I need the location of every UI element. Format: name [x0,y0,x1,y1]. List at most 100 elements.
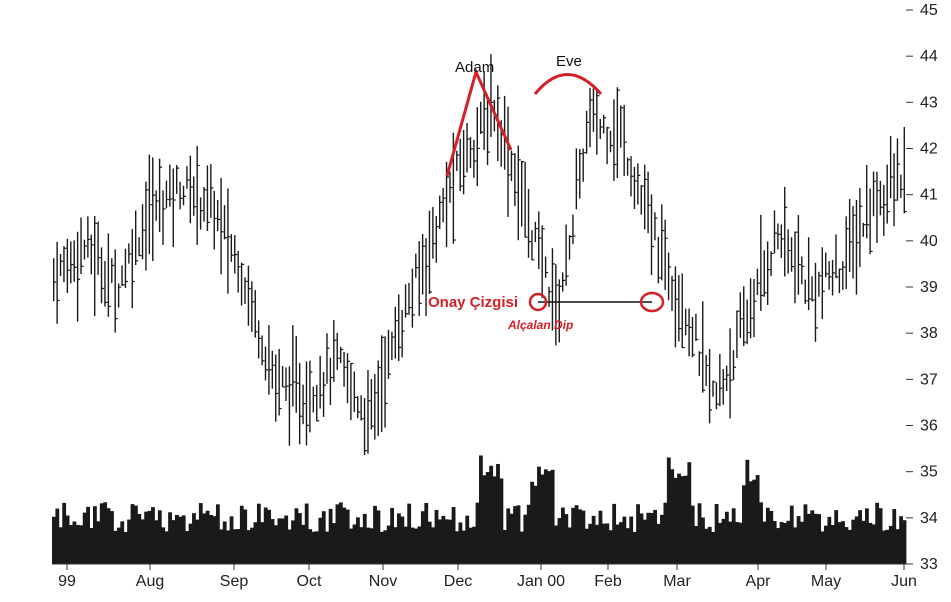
volume-bar [420,511,425,564]
y-tick-label: 44 [920,48,938,65]
volume-bar [294,508,299,564]
volume-bar [683,475,688,564]
volume-bar [400,516,405,564]
volume-bar [383,530,388,564]
confirmation-line-label: Onay Çizgisi [428,294,518,311]
x-tick-label: Jan 00 [517,573,565,590]
head-marker-line [445,67,513,177]
volume-bar [304,503,309,564]
volume-bar [786,520,791,564]
volume-bar [325,531,330,564]
volume-bar [369,528,374,564]
volume-bar [762,521,767,564]
eve-arc [533,73,603,95]
price-bars [53,54,907,456]
y-tick-label: 33 [920,556,938,573]
y-tick-label: 36 [920,418,938,435]
volume-bar [533,485,538,564]
volume-bar [246,530,251,564]
y-tick-label: 34 [920,510,938,527]
volume-bar [601,523,606,564]
x-tick-label: Sep [220,573,249,590]
volume-bar [810,510,815,564]
volume-bar [707,526,712,564]
volume-bar [219,529,224,564]
volume-bar [250,527,254,564]
volume-bar [222,521,227,564]
volume-bar [332,523,336,564]
volume-bar [772,521,777,564]
volume-bar [92,506,97,564]
volume-bar [550,469,555,564]
y-tick-label: 42 [920,141,938,158]
volume-bar [188,523,193,564]
volume-bar [663,502,668,564]
volume-bar [690,505,695,564]
volume-bar [89,528,94,564]
volume-bar [215,504,220,564]
y-tick-label: 38 [920,325,938,342]
volume-bar [284,515,289,564]
x-tick-label: Dec [444,573,472,590]
x-tick-label: May [811,573,841,590]
volume-bar [55,508,60,564]
volume-bar [560,507,565,564]
volume-bar [274,525,278,564]
volume-bar [479,455,483,564]
volume-bar [99,503,104,564]
x-tick-label: 99 [58,573,76,590]
volume-bar [499,478,504,564]
volume-bar [62,502,67,564]
volume-bar [817,514,821,564]
volume-bar [735,522,740,564]
volume-bar [485,472,490,564]
volume-bar [174,514,179,564]
volume-bar [567,527,572,564]
volume-bar [506,508,511,564]
volume-bar [793,527,798,564]
volume-bar [461,530,466,564]
volume-bar [390,507,394,564]
volume-bar [882,530,886,564]
volume-bar [198,503,203,564]
volume-bar [79,525,84,564]
volume-bar [127,519,131,564]
volume-bar [779,522,784,564]
volume-bar [379,531,384,564]
volume-bar [865,508,869,564]
volume-bar [465,515,470,564]
volume-bar [680,476,685,564]
volume-bar [427,521,432,564]
x-tick-label: Apr [746,573,772,590]
head-label: Adam [455,59,494,76]
volume-bar [226,530,231,564]
volume-bar [878,508,883,564]
volume-bar [116,527,121,564]
x-tick-label: Nov [369,573,397,590]
volume-bar [858,510,862,564]
volume-bar [543,469,548,564]
volume-bar [619,522,623,564]
volume-bar [137,513,142,564]
volume-bar [885,529,890,564]
volume-bar [745,459,750,564]
volume-bar [253,522,258,564]
volume-bar [366,527,371,564]
volume-bar [899,516,903,564]
x-tick-label: Jun [891,573,917,590]
volume-bar [861,520,866,564]
volume-bar [670,469,675,564]
volume-bar [509,513,514,564]
volume-bar [356,517,360,564]
x-tick-label: Aug [136,573,164,590]
volume-bar [783,522,787,564]
volume-bar [892,509,897,564]
volume-bar [168,512,172,564]
volume-bar [875,502,880,564]
volume-bar [315,531,319,564]
volume-bar [830,525,835,564]
volume-bar [557,518,562,564]
volume-bar [239,505,244,564]
volume-bar [414,528,418,564]
volume-bar [233,529,237,564]
